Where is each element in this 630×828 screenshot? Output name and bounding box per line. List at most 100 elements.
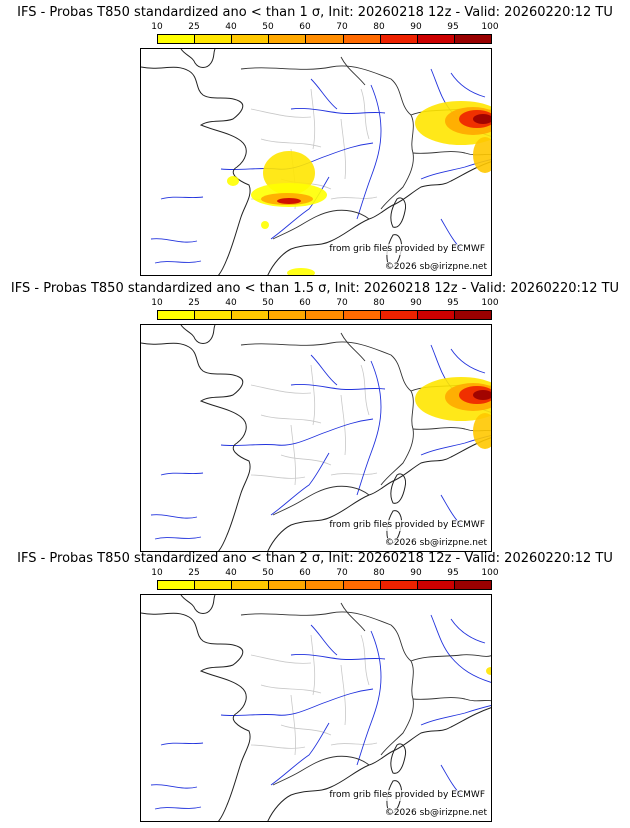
scale-tick-label: 10 <box>151 298 163 308</box>
river-line <box>450 618 486 644</box>
scale-tick-label: 80 <box>373 22 385 32</box>
scale-swatch <box>232 35 270 43</box>
corsica-island <box>390 197 406 228</box>
color-scale-labels: 10 25 40 50 60 70 80 90 95 100 <box>151 298 498 309</box>
river-line <box>310 354 338 386</box>
scale-swatch <box>269 581 307 589</box>
country-border <box>240 65 414 210</box>
probability-area <box>287 268 315 275</box>
scale-tick-label: 90 <box>410 22 422 32</box>
river-line <box>290 108 386 115</box>
river-line <box>160 472 204 476</box>
copyright-credit: ©2026 sb@irizpne.net <box>384 538 487 549</box>
corsica-island <box>390 473 406 504</box>
coastline <box>141 66 251 275</box>
scale-tick-label: 40 <box>225 568 237 578</box>
region-border <box>280 724 332 736</box>
scale-tick-label: 40 <box>225 22 237 32</box>
river-line <box>270 452 330 516</box>
river-line <box>220 418 374 447</box>
river-line <box>154 260 202 264</box>
scale-tick-label: 80 <box>373 298 385 308</box>
copyright-credit: ©2026 sb@irizpne.net <box>384 262 487 273</box>
region-border <box>330 196 378 200</box>
scale-tick-label: 90 <box>410 298 422 308</box>
scale-swatch <box>343 35 381 43</box>
scale-swatch <box>454 35 491 43</box>
region-border <box>340 118 346 180</box>
scale-swatch <box>417 35 455 43</box>
color-scale-labels: 10 25 40 50 60 70 80 90 95 100 <box>151 568 498 579</box>
region-border <box>310 88 316 150</box>
scale-swatch <box>232 581 270 589</box>
scale-swatch <box>417 581 455 589</box>
river-line <box>420 705 491 726</box>
scale-tick-label: 10 <box>151 568 163 578</box>
region-border <box>250 654 312 664</box>
region-border <box>250 384 312 394</box>
region-border <box>360 634 370 686</box>
river-line <box>150 238 198 243</box>
river-line <box>356 360 382 496</box>
probability-map: from grib files provided by ECMWF ©2026 … <box>140 594 492 822</box>
country-border <box>340 332 366 362</box>
scale-tick-label: 50 <box>262 568 274 578</box>
river-line <box>356 84 382 220</box>
scale-swatch <box>158 311 196 319</box>
scale-tick-label: 70 <box>336 22 348 32</box>
scale-tick-label: 100 <box>481 22 499 32</box>
scale-tick-label: 10 <box>151 22 163 32</box>
probability-area <box>473 137 491 173</box>
river-line <box>150 514 198 519</box>
probability-area <box>473 413 491 449</box>
region-border <box>360 88 370 140</box>
scale-swatch <box>195 581 233 589</box>
region-border <box>290 694 296 756</box>
scale-tick-label: 90 <box>410 568 422 578</box>
river-line <box>150 784 198 789</box>
scale-swatch <box>343 311 381 319</box>
region-border <box>260 684 322 694</box>
scale-swatch <box>306 311 344 319</box>
scale-tick-label: 100 <box>481 568 499 578</box>
scale-tick-label: 50 <box>262 22 274 32</box>
scale-tick-label: 40 <box>225 298 237 308</box>
river-line <box>154 806 202 810</box>
country-border <box>340 602 366 632</box>
scale-swatch <box>306 35 344 43</box>
color-scale-labels: 10 25 40 50 60 70 80 90 95 100 <box>151 22 498 33</box>
region-border <box>360 364 370 416</box>
river-line <box>290 654 386 661</box>
scale-tick-label: 25 <box>188 22 200 32</box>
river-line <box>450 72 486 98</box>
river-line <box>160 196 204 200</box>
river-line <box>290 384 386 391</box>
scale-tick-label: 95 <box>447 298 459 308</box>
map-layer <box>141 49 491 275</box>
scale-tick-label: 60 <box>299 22 311 32</box>
country-border <box>240 341 414 486</box>
river-line <box>356 630 382 766</box>
scale-tick-label: 70 <box>336 568 348 578</box>
probability-area <box>473 114 491 124</box>
country-border <box>410 654 491 662</box>
britain-coastline <box>180 49 216 68</box>
probability-map: from grib files provided by ECMWF ©2026 … <box>140 324 492 552</box>
mediterranean-coastline <box>267 707 491 821</box>
scale-tick-label: 60 <box>299 298 311 308</box>
scale-swatch <box>232 311 270 319</box>
source-credit: from grib files provided by ECMWF <box>329 520 485 531</box>
scale-swatch <box>380 311 418 319</box>
panel-title: IFS - Probas T850 standardized ano < tha… <box>10 281 620 296</box>
river-line <box>154 536 202 540</box>
country-border <box>340 56 366 86</box>
scale-swatch <box>269 35 307 43</box>
scale-tick-label: 25 <box>188 568 200 578</box>
probability-area <box>486 667 491 675</box>
color-scale-bar <box>157 580 492 590</box>
scale-swatch <box>269 311 307 319</box>
region-border <box>330 742 378 746</box>
country-border <box>240 611 414 756</box>
map-panel-2: IFS - Probas T850 standardized ano < tha… <box>0 276 630 552</box>
corsica-island <box>390 743 406 774</box>
